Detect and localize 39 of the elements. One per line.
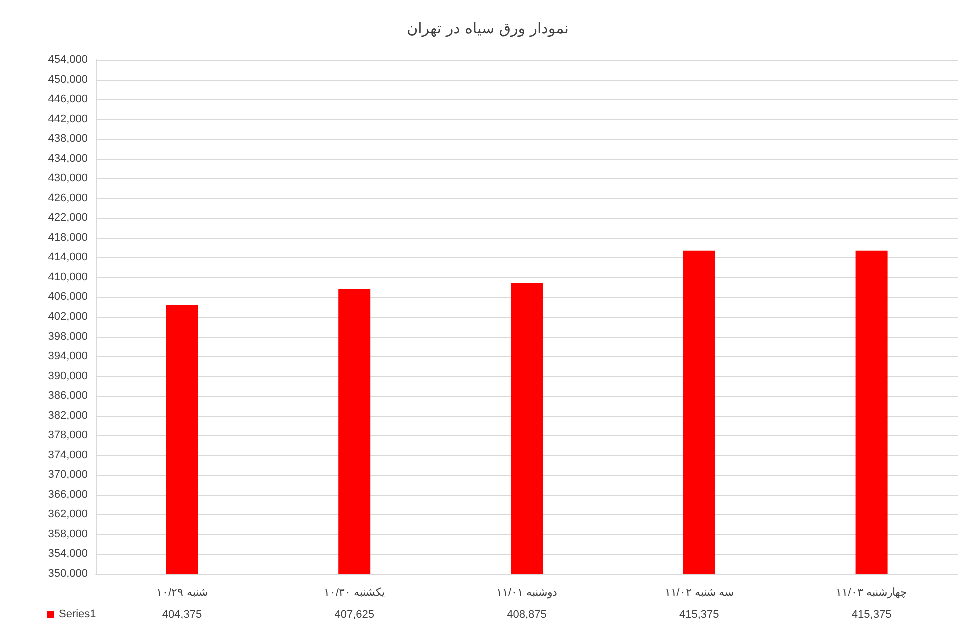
x-tick-label: سه شنبه ۱۱/۰۲ [664, 587, 734, 599]
x-tick-label: شنبه ۱۰/۲۹ [156, 587, 208, 599]
y-tick-label: 406,000 [48, 291, 88, 304]
y-tick-label: 370,000 [48, 469, 88, 482]
y-tick-label: 362,000 [48, 508, 88, 521]
y-tick-label: 430,000 [48, 172, 88, 185]
y-tick-label: 386,000 [48, 390, 88, 402]
y-tick-label: 378,000 [48, 430, 88, 442]
y-tick-label: 398,000 [48, 330, 88, 343]
y-tick-label: 418,000 [48, 232, 88, 244]
y-tick-label: 414,000 [48, 252, 88, 264]
y-tick-label: 438,000 [48, 133, 88, 146]
x-tick-label: چهارشنبه ۱۱/۰۳ [836, 587, 908, 599]
data-label: 408,875 [507, 609, 547, 621]
y-tick-label: 382,000 [48, 410, 88, 422]
y-tick-label: 426,000 [48, 192, 88, 204]
y-tick-label: 434,000 [48, 152, 88, 165]
y-tick-label: 410,000 [48, 271, 88, 284]
y-tick-label: 358,000 [48, 528, 88, 540]
y-tick-label: 442,000 [48, 113, 88, 126]
chart-title: نمودار ورق سیاه در تهران [407, 20, 569, 38]
y-tick-label: 394,000 [48, 350, 88, 363]
legend-label: Series1 [59, 608, 96, 620]
data-label: 407,625 [334, 609, 374, 621]
y-tick-label: 454,000 [48, 54, 88, 66]
y-tick-label: 450,000 [48, 74, 88, 86]
y-tick-label: 422,000 [48, 212, 88, 224]
x-tick-label: دوشنبه ۱۱/۰۱ [496, 587, 558, 599]
data-label: 404,375 [162, 609, 202, 621]
x-tick-label: یکشنبه ۱۰/۳۰ [324, 587, 386, 599]
y-tick-label: 366,000 [48, 488, 88, 501]
data-label: 415,375 [680, 609, 720, 621]
y-tick-label: 402,000 [48, 311, 88, 323]
data-label: 415,375 [852, 609, 892, 621]
y-tick-label: 374,000 [48, 449, 88, 462]
y-tick-label: 446,000 [48, 94, 88, 106]
y-tick-label: 350,000 [48, 568, 88, 580]
y-tick-label: 354,000 [48, 548, 88, 560]
y-tick-label: 390,000 [48, 370, 88, 382]
